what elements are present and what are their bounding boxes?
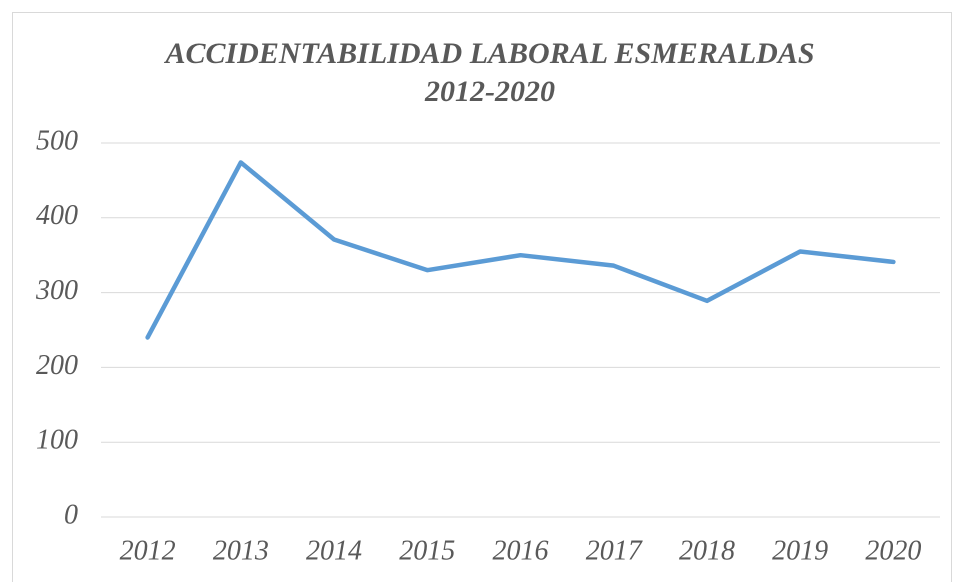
y-tick-label: 200 bbox=[36, 350, 78, 381]
y-tick-label: 0 bbox=[64, 499, 78, 530]
x-tick-label: 2017 bbox=[586, 535, 643, 566]
x-tick-label: 2013 bbox=[213, 535, 269, 566]
y-tick-label: 300 bbox=[35, 275, 78, 306]
chart-title: ACCIDENTABILIDAD LABORAL ESMERALDAS bbox=[163, 37, 814, 70]
y-tick-label: 100 bbox=[36, 425, 78, 456]
x-tick-label: 2012 bbox=[120, 535, 176, 566]
data-line bbox=[145, 160, 896, 340]
x-tick-label: 2014 bbox=[306, 535, 362, 566]
x-tick-label: 2019 bbox=[772, 535, 828, 566]
y-tick-label: 500 bbox=[36, 125, 78, 156]
x-tick-label: 2020 bbox=[865, 535, 921, 566]
x-tick-label: 2015 bbox=[399, 535, 455, 566]
y-tick-label: 400 bbox=[36, 200, 78, 231]
chart-title: 2012-2020 bbox=[424, 75, 555, 108]
x-tick-label: 2016 bbox=[493, 535, 549, 566]
x-tick-label: 2018 bbox=[679, 535, 735, 566]
